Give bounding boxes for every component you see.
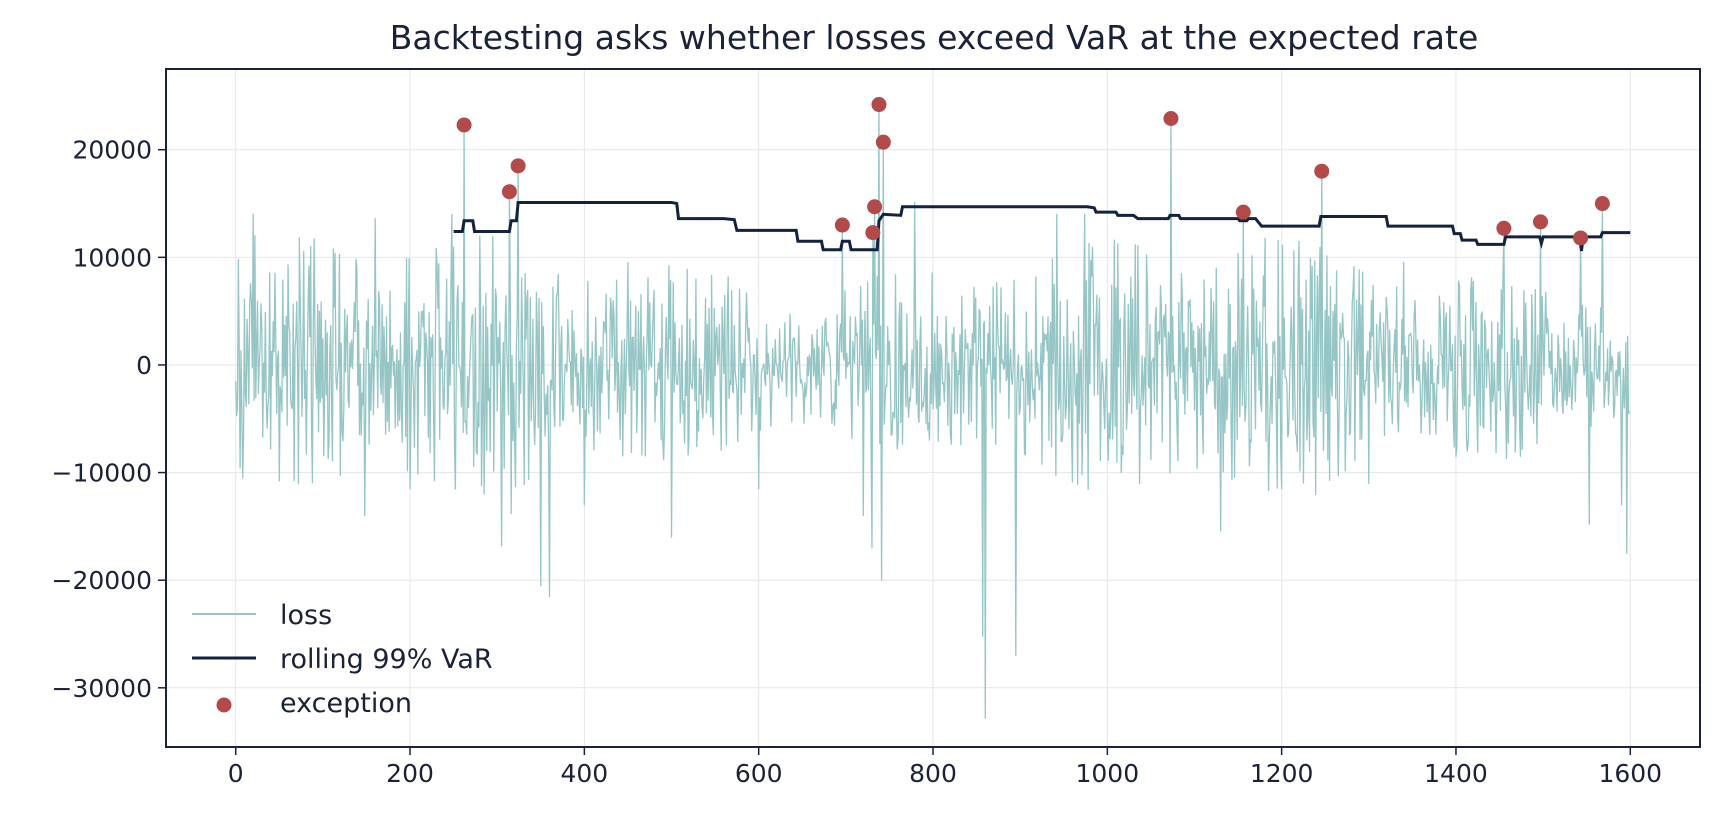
exception-point-0 (456, 117, 472, 133)
exception-point-11 (1496, 220, 1512, 236)
y-tick-label-0: 20000 (72, 136, 152, 165)
x-tick-label-3: 600 (735, 759, 783, 788)
x-tick-label-5: 1000 (1076, 759, 1140, 788)
exception-point-13 (1573, 230, 1589, 246)
exception-point-3 (834, 217, 850, 233)
loss-line (235, 103, 1631, 719)
exception-point-7 (875, 134, 891, 150)
legend-swatch-exception (216, 697, 232, 713)
exception-point-14 (1594, 196, 1610, 212)
var-series (453, 200, 1631, 252)
y-tick-label-2: 0 (136, 351, 152, 380)
exception-point-9 (1235, 204, 1251, 220)
chart-title: Backtesting asks whether losses exceed V… (390, 18, 1479, 57)
y-axis-ticks: 20000 10000 0 −10000 −20000 −30000 (52, 136, 166, 703)
exception-point-5 (867, 199, 883, 215)
exception-point-6 (871, 97, 887, 113)
exception-point-10 (1314, 163, 1330, 179)
y-tick-label-4: −20000 (52, 566, 152, 595)
exception-point-2 (510, 158, 526, 174)
exception-point-12 (1533, 214, 1548, 230)
exception-point-4 (865, 225, 881, 241)
legend-label-exception: exception (280, 688, 412, 719)
y-tick-label-3: −10000 (52, 459, 152, 488)
x-tick-label-1: 200 (386, 759, 434, 788)
exception-point-8 (1163, 111, 1179, 126)
loss-series (235, 103, 1631, 719)
exception-point-1 (501, 184, 517, 200)
x-tick-label-8: 1600 (1598, 759, 1662, 788)
legend-label-var: rolling 99% VaR (280, 644, 493, 675)
x-tick-label-6: 1200 (1250, 759, 1314, 788)
x-tick-label-7: 1400 (1424, 759, 1488, 788)
x-tick-label-0: 0 (228, 759, 244, 788)
legend: loss rolling 99% VaR exception (192, 600, 493, 719)
y-tick-label-1: 10000 (72, 243, 152, 272)
x-tick-label-2: 400 (561, 759, 609, 788)
rolling-var-line (453, 200, 1631, 252)
y-tick-label-5: −30000 (52, 674, 152, 703)
exception-series (456, 97, 1610, 246)
legend-label-loss: loss (280, 600, 332, 631)
x-tick-label-4: 800 (909, 759, 957, 788)
x-axis-ticks: 0 200 400 600 800 1000 1200 1400 1600 (228, 747, 1662, 788)
